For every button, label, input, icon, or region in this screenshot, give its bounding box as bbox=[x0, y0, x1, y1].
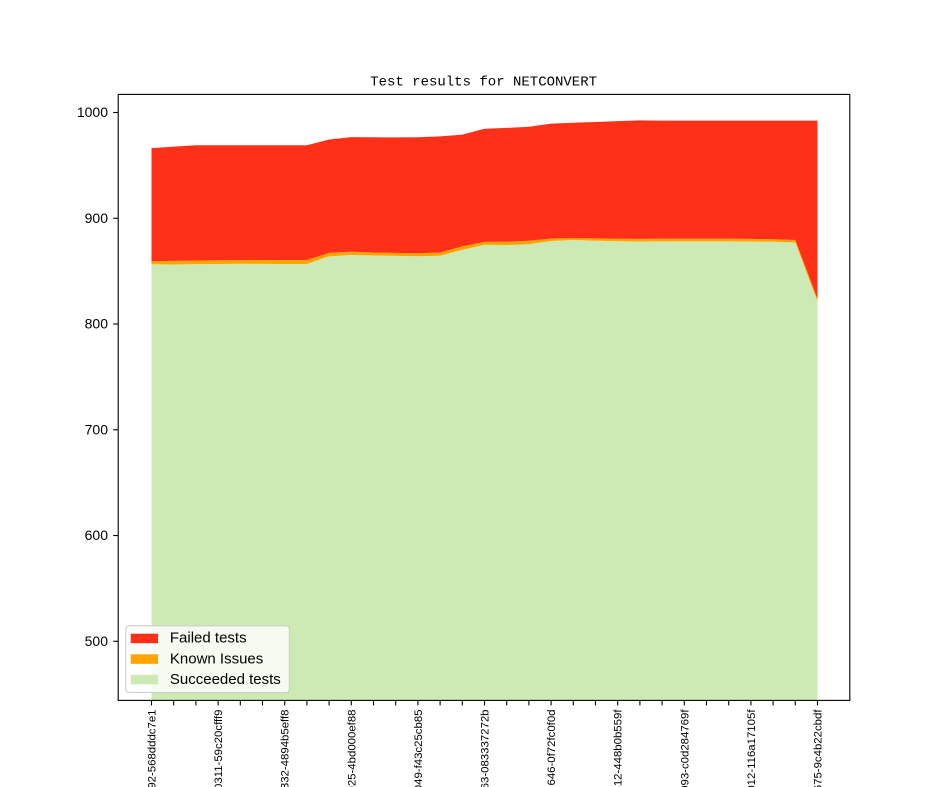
svg-text:1332-4894b5eff8: 1332-4894b5eff8 bbox=[280, 710, 292, 787]
svg-text:900: 900 bbox=[85, 210, 109, 226]
svg-text:0311-59c20cfff9: 0311-59c20cfff9 bbox=[213, 710, 225, 787]
svg-text:012-116a17105f: 012-116a17105f bbox=[746, 709, 758, 787]
svg-text:Failed tests: Failed tests bbox=[170, 630, 247, 647]
svg-text:1000: 1000 bbox=[77, 104, 108, 120]
svg-text:Test results for NETCONVERT: Test results for NETCONVERT bbox=[370, 75, 597, 91]
svg-text:412-448b0b559f: 412-448b0b559f bbox=[613, 709, 625, 787]
svg-text:Known Issues: Known Issues bbox=[170, 650, 263, 667]
svg-text:049-f43c25cb85: 049-f43c25cb85 bbox=[413, 710, 425, 787]
svg-text:093-c0d284769f: 093-c0d284769f bbox=[679, 709, 691, 787]
svg-text:025-4bd000ef88: 025-4bd000ef88 bbox=[346, 710, 358, 787]
svg-text:646-0f72fc0f0d: 646-0f72fc0f0d bbox=[546, 710, 558, 786]
svg-text:500: 500 bbox=[85, 633, 109, 649]
svg-text:663-083337272b: 663-083337272b bbox=[480, 710, 492, 787]
svg-text:492-568dddc7e1: 492-568dddc7e1 bbox=[147, 710, 159, 787]
svg-text:800: 800 bbox=[85, 316, 109, 332]
svg-text:Succeeded tests: Succeeded tests bbox=[170, 671, 281, 688]
svg-text:700: 700 bbox=[85, 421, 109, 437]
svg-text:600: 600 bbox=[85, 527, 109, 543]
svg-text:675-9c4b22cbdf: 675-9c4b22cbdf bbox=[813, 709, 825, 787]
